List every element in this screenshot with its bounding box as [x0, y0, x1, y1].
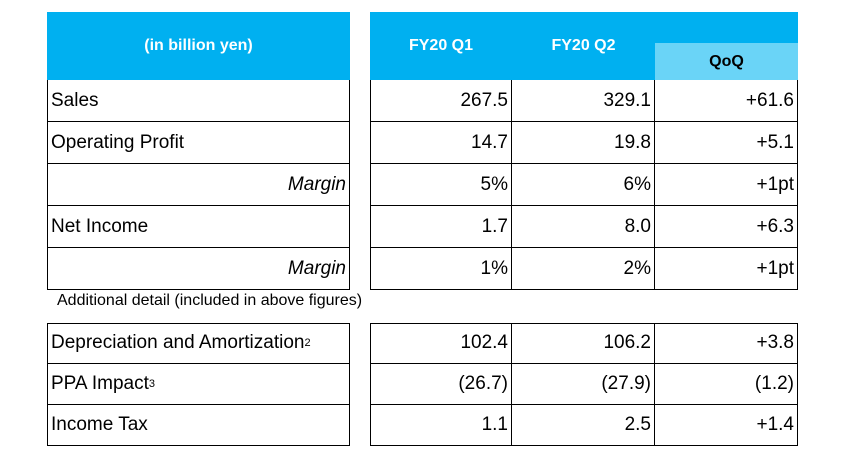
- detail-row-qoq: +3.8: [655, 323, 798, 364]
- detail-row-q1: (26.7): [370, 364, 512, 405]
- main-row-q1: 14.7: [370, 122, 512, 164]
- main-row-label: Sales: [47, 80, 350, 122]
- main-row-q2: 2%: [512, 248, 655, 290]
- main-row-q1: 5%: [370, 164, 512, 206]
- main-row-q2: 6%: [512, 164, 655, 206]
- additional-detail-note: Additional detail (included in above fig…: [57, 292, 362, 314]
- main-row-q1: 1.7: [370, 206, 512, 248]
- detail-cell-q2: (27.9): [601, 373, 651, 394]
- main-row-q2: 8.0: [512, 206, 655, 248]
- detail-row-q1: 1.1: [370, 405, 512, 446]
- col-header-q3-blank: [655, 12, 798, 43]
- detail-cell-q2: 106.2: [603, 332, 651, 353]
- detail-cell-label: PPA Impact: [51, 373, 149, 394]
- main-cell-qoq: +1pt: [756, 173, 794, 195]
- detail-top-border-label: [47, 323, 350, 324]
- detail-border-q1-left: [370, 323, 371, 446]
- detail-top-border-values: [370, 323, 798, 324]
- detail-row-label: PPA Impact 3: [47, 364, 350, 405]
- main-cell-q2: 19.8: [614, 131, 651, 153]
- main-row-label: Operating Profit: [47, 122, 350, 164]
- main-border-q2-right: [654, 80, 655, 289]
- main-border-q1-right: [511, 80, 512, 289]
- detail-cell-q1: 1.1: [481, 414, 508, 435]
- detail-row-q2: 2.5: [512, 405, 655, 446]
- detail-row-label: Income Tax: [47, 405, 350, 446]
- main-cell-q1: 1%: [480, 257, 508, 279]
- main-row-label: Net Income: [47, 206, 350, 248]
- main-cell-qoq: +6.3: [756, 215, 794, 237]
- main-row-q1: 267.5: [370, 80, 512, 122]
- main-cell-q1: 5%: [480, 173, 508, 195]
- main-cell-q1: 1.7: [481, 215, 508, 237]
- detail-border-q2-right: [654, 323, 655, 446]
- main-border-left: [47, 80, 48, 289]
- main-row-qoq: +1pt: [655, 248, 798, 290]
- main-border-right: [797, 80, 798, 289]
- col-header-qoq: QoQ: [655, 43, 798, 80]
- detail-cell-qoq: +3.8: [756, 332, 794, 353]
- main-cell-qoq: +61.6: [745, 89, 794, 111]
- main-row-label: Margin: [47, 248, 350, 290]
- main-border-q1-left: [370, 80, 371, 289]
- main-row-qoq: +61.6: [655, 80, 798, 122]
- main-row-qoq: +6.3: [655, 206, 798, 248]
- main-cell-q1: 267.5: [460, 89, 508, 111]
- main-cell-label: Operating Profit: [51, 131, 185, 153]
- detail-cell-label: Income Tax: [51, 414, 148, 435]
- detail-border-left: [47, 323, 48, 446]
- main-row-qoq: +1pt: [655, 164, 798, 206]
- detail-border-q1-right: [511, 323, 512, 446]
- detail-cell-q2: 2.5: [624, 414, 651, 435]
- detail-cell-qoq: (1.2): [754, 373, 794, 394]
- main-cell-q2: 6%: [623, 173, 651, 195]
- detail-cell-label: Depreciation and Amortization: [51, 332, 305, 353]
- detail-border-label: [349, 323, 350, 446]
- main-cell-q1: 14.7: [471, 131, 508, 153]
- detail-row-q1: 102.4: [370, 323, 512, 364]
- detail-row-label: Depreciation and Amortization 2: [47, 323, 350, 364]
- unit-header: (in billion yen): [47, 12, 350, 80]
- main-row-label: Margin: [47, 164, 350, 206]
- col-header-q2-text: FY20 Q2: [551, 37, 616, 54]
- detail-border-right: [797, 323, 798, 446]
- main-cell-label: Margin: [287, 257, 346, 279]
- unit-header-text: (in billion yen): [144, 37, 253, 54]
- detail-cell-q1: 102.4: [460, 332, 508, 353]
- main-border-label: [349, 80, 350, 289]
- main-cell-label: Margin: [287, 173, 346, 195]
- detail-row-q2: 106.2: [512, 323, 655, 364]
- col-header-q2: FY20 Q2: [512, 12, 655, 80]
- col-header-q1-text: FY20 Q1: [408, 37, 474, 54]
- main-row-q2: 19.8: [512, 122, 655, 164]
- detail-cell-q1: (26.7): [458, 373, 508, 394]
- main-cell-q2: 2%: [623, 257, 651, 279]
- main-cell-qoq: +5.1: [756, 131, 794, 153]
- main-cell-q2: 8.0: [624, 215, 651, 237]
- detail-row-q2: (27.9): [512, 364, 655, 405]
- main-cell-label: Net Income: [51, 215, 149, 237]
- main-row-q1: 1%: [370, 248, 512, 290]
- main-cell-label: Sales: [51, 89, 99, 111]
- additional-detail-note-text: Additional detail (included in above fig…: [57, 292, 363, 309]
- main-row-q2: 329.1: [512, 80, 655, 122]
- main-cell-qoq: +1pt: [756, 257, 794, 279]
- col-header-qoq-text: QoQ: [709, 52, 744, 70]
- detail-row-qoq: (1.2): [655, 364, 798, 405]
- col-header-q1: FY20 Q1: [370, 12, 512, 80]
- main-row-qoq: +5.1: [655, 122, 798, 164]
- main-cell-q2: 329.1: [603, 89, 651, 111]
- detail-row-qoq: +1.4: [655, 405, 798, 446]
- detail-cell-qoq: +1.4: [756, 414, 794, 435]
